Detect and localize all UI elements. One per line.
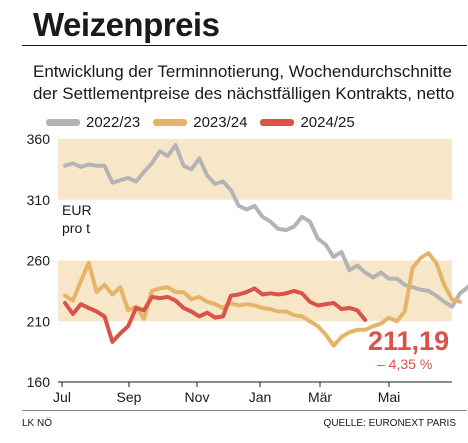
legend-swatch-2024-25 xyxy=(260,119,295,126)
y-tick-label-360: 360 xyxy=(27,131,51,147)
x-tick-label-4: Mär xyxy=(308,389,332,405)
x-tick-label-1: Sep xyxy=(117,389,142,405)
series-line-2022-23 xyxy=(63,143,468,309)
x-tick-label-5: Mai xyxy=(378,389,401,405)
y-tick-label-260: 260 xyxy=(27,253,51,269)
legend-swatch-2023-24 xyxy=(153,119,188,126)
title-rule xyxy=(22,45,467,46)
y-tick-label-310: 310 xyxy=(27,192,51,208)
legend-swatch-2022-23 xyxy=(46,119,80,126)
legend: 2022/23 2023/24 2024/25 xyxy=(46,114,355,131)
legend-item-2023-24: 2023/24 xyxy=(153,114,247,131)
series-line-2023-24 xyxy=(63,251,462,348)
legend-label-2024-25: 2024/25 xyxy=(300,114,355,131)
shaded-band-0 xyxy=(58,139,452,200)
legend-item-2024-25: 2024/25 xyxy=(260,114,355,131)
chart-title: Weizenpreis xyxy=(33,6,220,43)
chart-subtitle: Entwicklung der Terminnotierung, Wochend… xyxy=(33,62,455,103)
last-value-label: 211,19 xyxy=(368,326,449,356)
unit-label-per-ton: pro t xyxy=(62,220,90,236)
footer-source-right: QUELLE: EURONEXT PARIS xyxy=(323,418,456,429)
x-tick-label-0: Jul xyxy=(53,389,71,405)
x-tick-label-2: Nov xyxy=(185,389,210,405)
x-tick-label-3: Jan xyxy=(249,389,272,405)
legend-label-2023-24: 2023/24 xyxy=(193,114,248,131)
legend-item-2022-23: 2022/23 xyxy=(46,114,140,131)
last-change-label: – 4,35 % xyxy=(377,356,432,372)
legend-label-2022-23: 2022/23 xyxy=(86,114,141,131)
footer-source-left: LK NÖ xyxy=(22,418,53,429)
footer-rule xyxy=(22,410,467,411)
unit-label-eur: EUR xyxy=(62,202,92,218)
y-tick-label-160: 160 xyxy=(27,374,51,390)
y-tick-label-210: 210 xyxy=(27,313,51,329)
series-line-2024-25 xyxy=(63,286,368,344)
